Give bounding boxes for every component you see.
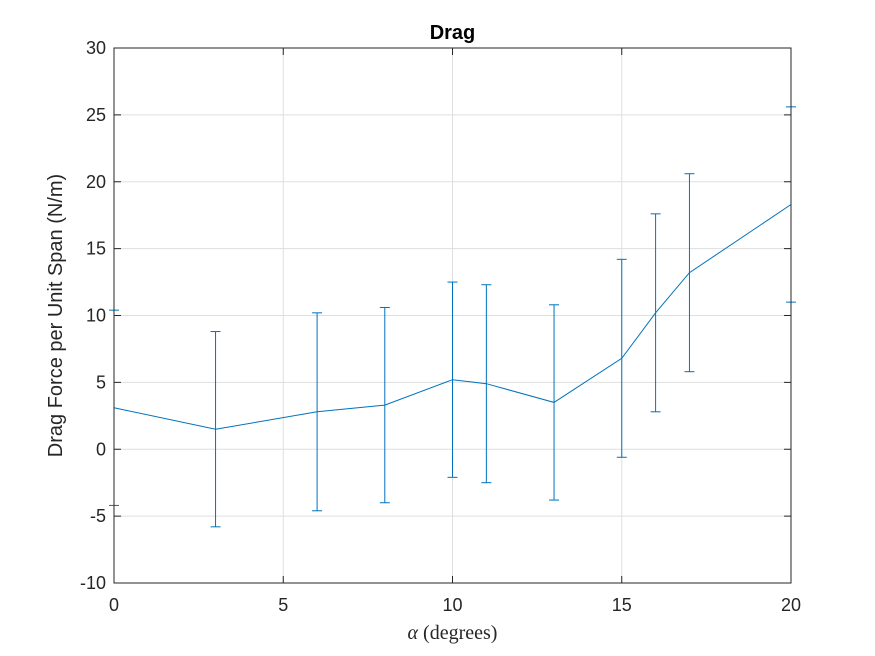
x-tick-label: 10 [442, 595, 462, 615]
x-axis-label: α (degrees) [408, 622, 498, 644]
y-tick-label: -10 [80, 573, 106, 593]
y-tick-label: 25 [86, 105, 106, 125]
error-bar [684, 173, 695, 373]
y-tick-label: -5 [90, 506, 106, 526]
chart-title: Drag [430, 22, 476, 44]
x-tick-label: 0 [109, 595, 119, 615]
x-axis-label-symbol: α [408, 622, 419, 644]
x-axis-label-text: (degrees) [418, 622, 497, 644]
error-bar [312, 312, 323, 512]
y-axis-label: Drag Force per Unit Span (N/m) [45, 174, 67, 457]
y-tick-label: 5 [96, 372, 106, 392]
error-bar [447, 281, 458, 478]
y-tick-label: 10 [86, 306, 106, 326]
x-tick-label: 5 [278, 595, 288, 615]
error-bar [549, 304, 560, 501]
y-tick-label: 15 [86, 239, 106, 259]
x-tick-label: 15 [612, 595, 632, 615]
ticks: 0 5 10 15 20 -10 -5 0 5 10 15 20 25 30 [80, 38, 801, 615]
y-tick-label: 30 [86, 38, 106, 58]
error-bar [481, 284, 492, 484]
error-bar [616, 258, 627, 458]
error-bar [650, 213, 661, 413]
error-bar [379, 306, 390, 504]
x-tick-label: 20 [781, 595, 801, 615]
y-tick-label: 20 [86, 172, 106, 192]
error-bar [210, 331, 221, 528]
y-tick-label: 0 [96, 439, 106, 459]
